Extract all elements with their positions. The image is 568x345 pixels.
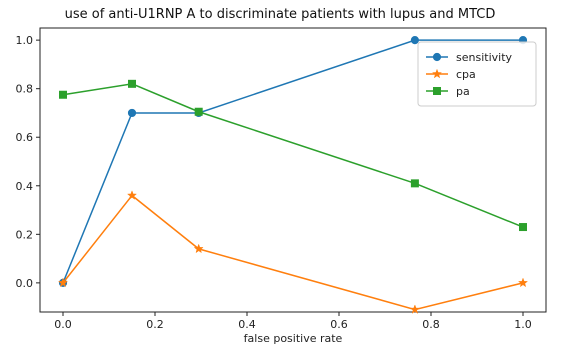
y-axis: 0.0 0.2 0.4 0.6 0.8 1.0 (16, 34, 40, 290)
y-tick-label: 0.4 (16, 180, 34, 193)
legend-entry-cpa: cpa (426, 68, 476, 81)
data-point-sensitivity (410, 36, 419, 45)
data-point-pa (194, 107, 203, 116)
data-point-cpa (126, 190, 138, 200)
legend-swatch-marker (433, 87, 441, 95)
legend-label: pa (456, 85, 470, 98)
x-axis: 0.0 0.2 0.4 0.6 0.8 1.0 (54, 312, 532, 331)
legend-label: sensitivity (456, 51, 513, 64)
chart-title: use of anti-U1RNP A to discriminate pati… (65, 7, 496, 22)
y-tick-label: 0.8 (16, 83, 34, 96)
x-axis-label: false positive rate (244, 332, 343, 345)
legend-entry-sensitivity: sensitivity (426, 51, 513, 64)
legend-label: cpa (456, 68, 476, 81)
data-point-cpa (409, 304, 420, 314)
legend-swatch-marker (431, 68, 443, 79)
x-tick-label: 0.2 (146, 318, 164, 331)
data-point-pa (410, 179, 419, 188)
data-point-pa (59, 90, 67, 99)
legend-entry-pa: pa (426, 85, 470, 98)
series-cpa (57, 190, 529, 314)
data-point-cpa (517, 277, 529, 288)
x-tick-label: 0.4 (238, 318, 256, 331)
x-tick-label: 0.8 (422, 318, 440, 331)
y-tick-label: 0.0 (16, 277, 34, 290)
legend-box (417, 41, 537, 107)
data-point-pa (519, 223, 527, 232)
legend: sensitivity cpa pa (417, 41, 537, 107)
x-tick-label: 1.0 (514, 318, 532, 331)
legend-swatch-marker (432, 52, 442, 62)
y-tick-label: 0.2 (16, 228, 34, 241)
y-tick-label: 1.0 (16, 34, 34, 47)
series-layer (57, 36, 529, 314)
data-point-cpa (193, 243, 204, 254)
data-point-sensitivity (127, 108, 137, 118)
data-point-cpa (57, 277, 69, 288)
data-point-pa (128, 79, 136, 88)
series-pa (59, 79, 527, 232)
y-tick-label: 0.6 (16, 131, 34, 144)
plot-area (39, 27, 547, 313)
x-tick-label: 0.0 (54, 318, 72, 331)
x-tick-label: 0.6 (330, 318, 348, 331)
